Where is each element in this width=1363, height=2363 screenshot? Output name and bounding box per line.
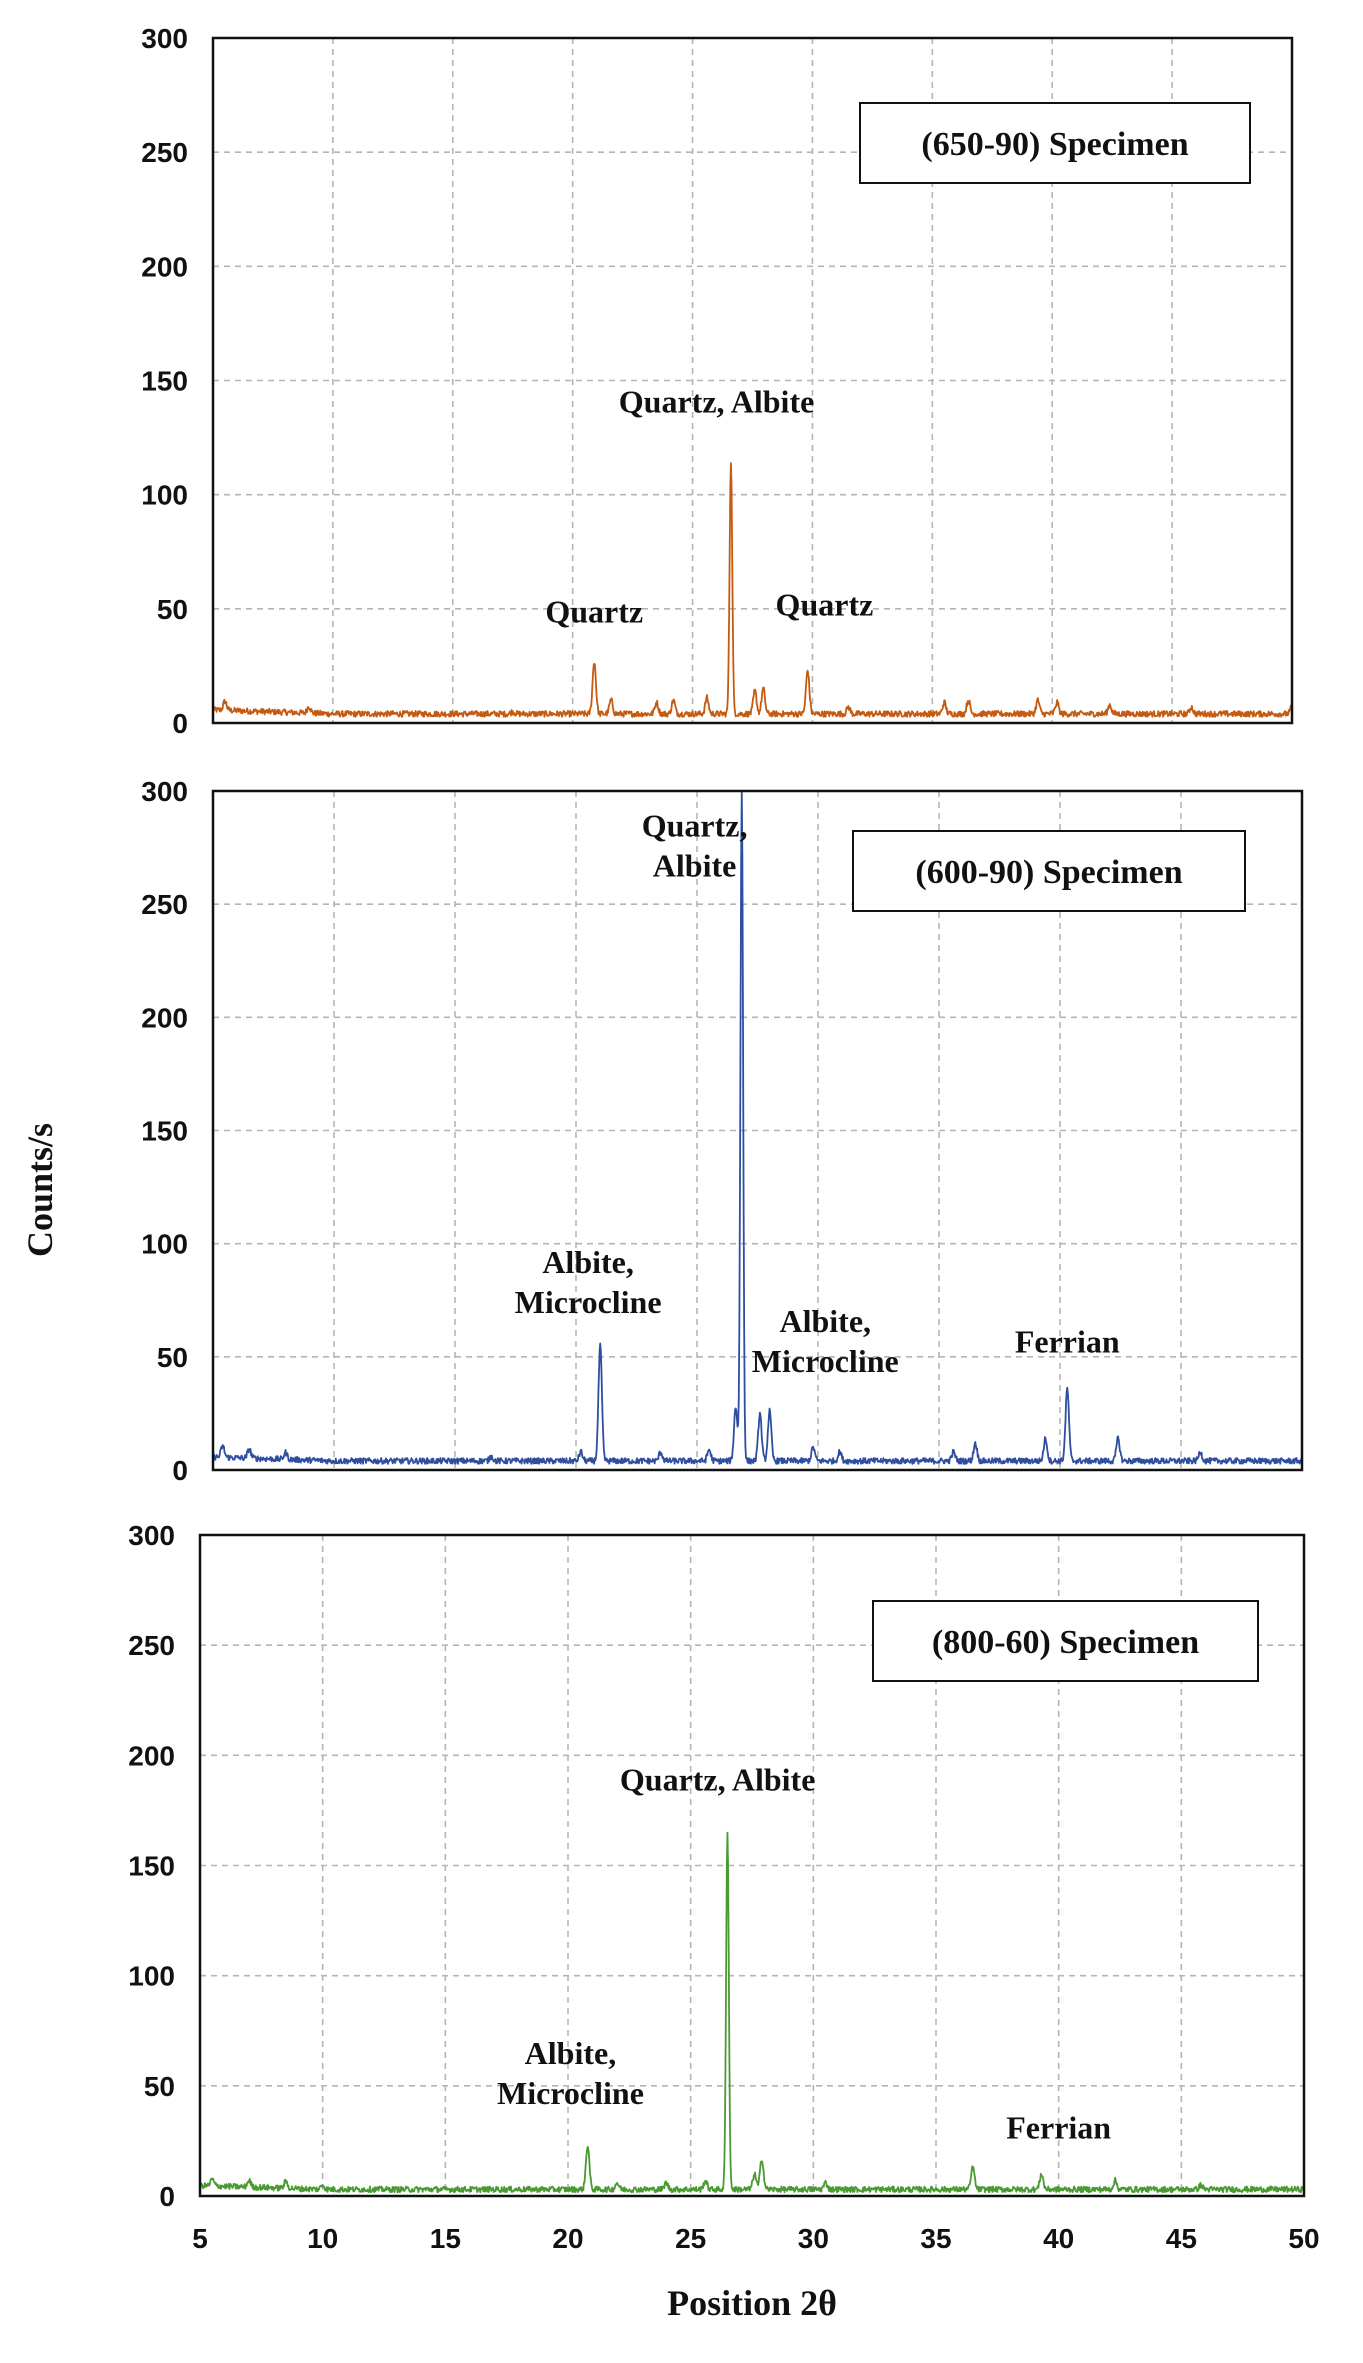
y-tick-label: 300 [141,23,188,54]
plot-frame [198,1533,1306,2198]
y-tick-label: 50 [144,2071,175,2102]
peak-annotation: Quartz, Albite [619,383,815,419]
y-tick-label: 50 [157,1342,188,1373]
peak-annotation: Albite, Microcline [752,1303,899,1379]
y-tick-label: 250 [141,137,188,168]
grid [200,1535,1304,2196]
x-tick-label: 50 [1288,2223,1319,2254]
plot-frame [211,789,1304,1472]
legend: (800-60) Specimen [872,1600,1259,1682]
x-tick-label: 20 [552,2223,583,2254]
peak-annotation: Quartz [545,594,643,630]
y-tick-label: 100 [128,1961,175,1992]
panel-2: 0 50 100 150 200 250 300 (600-90) Specimen Quart… [141,776,1304,1486]
legend-label: (800-60) Specimen [932,1624,1199,1661]
peak-annotation: Quartz, Albite [620,1762,816,1798]
panel-1: 0 50 100 150 200 250 300 (650-90) Specimen Quart… [141,23,1294,739]
x-tick-label: 5 [192,2223,208,2254]
legend-label: (600-90) Specimen [915,854,1182,891]
x-tick-label: 15 [430,2223,461,2254]
peak-annotation: Albite, Microcline [497,2035,644,2111]
x-tick-label: 45 [1166,2223,1197,2254]
x-tick-label: 10 [307,2223,338,2254]
plot-frame [211,36,1294,725]
y-tick-label: 250 [141,889,188,920]
legend: (600-90) Specimen [852,830,1246,912]
y-tick-label: 100 [141,1229,188,1260]
y-tick-label: 200 [128,1740,175,1771]
legend: (650-90) Specimen [859,102,1251,184]
y-tick-label: 150 [141,366,188,397]
y-tick-label: 150 [141,1116,188,1147]
peak-annotation: Ferrian [1015,1323,1120,1359]
y-tick-label: 0 [172,708,188,739]
legend-box [872,1600,1259,1682]
xrd-series-line [212,790,1303,1465]
legend-box [852,830,1246,912]
peak-annotation: Quartz [776,587,874,623]
panel-3: 0 50 100 150 200 250 300 5 10 15 20 25 30 35 40 45 50 (80… [128,1520,1319,2254]
y-axis-label: Counts/s [20,1123,60,1257]
y-tick-label: 250 [128,1630,175,1661]
xrd-series-line [212,462,1293,718]
peak-annotation: Ferrian [1006,2110,1111,2146]
xrd-series-line [199,1831,1305,2194]
x-tick-label: 40 [1043,2223,1074,2254]
peak-annotation: Quartz, Albite [642,807,748,883]
y-tick-label: 0 [172,1455,188,1486]
y-tick-label: 200 [141,251,188,282]
y-tick-label: 150 [128,1851,175,1882]
legend-label: (650-90) Specimen [921,126,1188,163]
y-tick-label: 100 [141,480,188,511]
grid [213,38,1292,723]
peak-annotation: Albite, Microcline [515,1244,662,1320]
y-tick-label: 0 [159,2181,175,2212]
x-tick-label: 30 [798,2223,829,2254]
y-tick-label: 50 [157,594,188,625]
x-tick-label: 25 [675,2223,706,2254]
x-axis-label: Position 2θ [667,2283,837,2323]
y-tick-label: 300 [128,1520,175,1551]
x-tick-label: 35 [920,2223,951,2254]
legend-box [859,102,1251,184]
y-tick-label: 300 [141,776,188,807]
y-tick-label: 200 [141,1002,188,1033]
